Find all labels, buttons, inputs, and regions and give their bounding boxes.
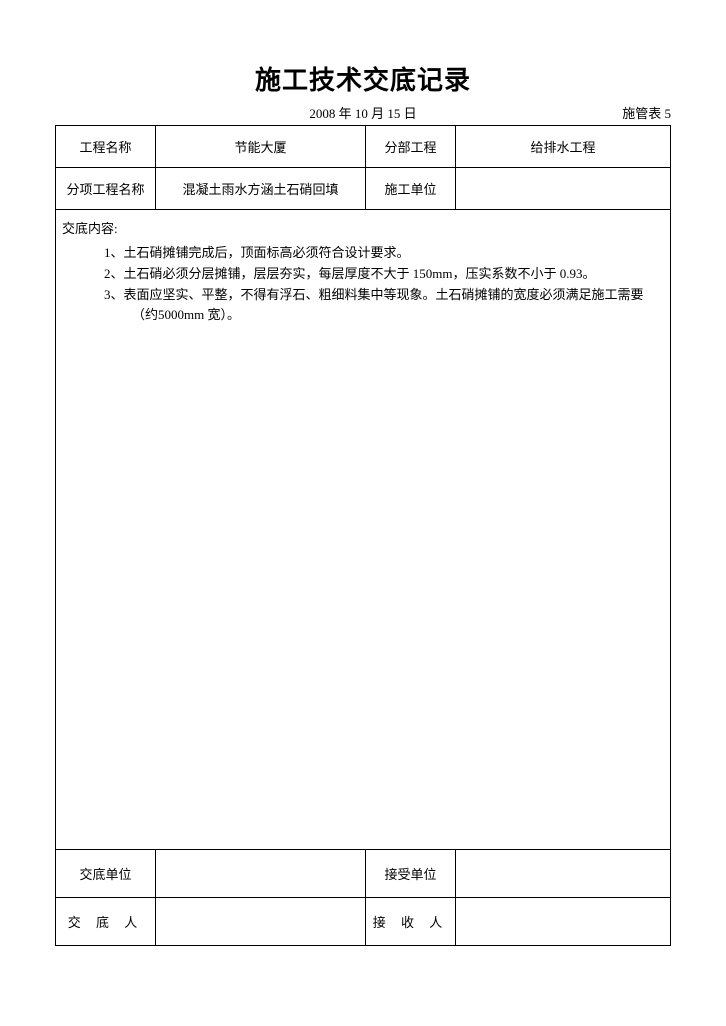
- receive-person-value: [456, 898, 671, 946]
- table-row: 交底单位 接受单位: [56, 850, 671, 898]
- deliver-person-label: 交 底 人: [56, 898, 156, 946]
- receive-unit-value: [456, 850, 671, 898]
- project-name-label: 工程名称: [56, 126, 156, 168]
- table-row: 工程名称 节能大厦 分部工程 给排水工程: [56, 126, 671, 168]
- table-row: 分项工程名称 混凝土雨水方涵土石硝回填 施工单位: [56, 168, 671, 210]
- table-row: 交 底 人 接 收 人: [56, 898, 671, 946]
- deliver-unit-label: 交底单位: [56, 850, 156, 898]
- unit-label: 施工单位: [366, 168, 456, 210]
- record-table: 工程名称 节能大厦 分部工程 给排水工程 分项工程名称 混凝土雨水方涵土石硝回填…: [55, 125, 671, 946]
- deliver-person-value: [156, 898, 366, 946]
- list-item: 2、土石硝必须分层摊铺，层层夯实，每层厚度不大于 150mm，压实系数不小于 0…: [104, 264, 652, 284]
- unit-value: [456, 168, 671, 210]
- content-cell: 交底内容: 1、土石硝摊铺完成后，顶面标高必须符合设计要求。 2、土石硝必须分层…: [56, 210, 671, 850]
- receive-unit-label: 接受单位: [366, 850, 456, 898]
- list-item: 1、土石硝摊铺完成后，顶面标高必须符合设计要求。: [104, 243, 652, 263]
- deliver-unit-value: [156, 850, 366, 898]
- section-value: 给排水工程: [456, 126, 671, 168]
- form-id: 施管表 5: [622, 103, 671, 122]
- project-name: 节能大厦: [156, 126, 366, 168]
- table-row: 交底内容: 1、土石硝摊铺完成后，顶面标高必须符合设计要求。 2、土石硝必须分层…: [56, 210, 671, 850]
- section-label: 分部工程: [366, 126, 456, 168]
- content-list: 1、土石硝摊铺完成后，顶面标高必须符合设计要求。 2、土石硝必须分层摊铺，层层夯…: [62, 243, 660, 326]
- subitem-label: 分项工程名称: [56, 168, 156, 210]
- subheader: 2008 年 10 月 15 日 施管表 5: [55, 103, 671, 121]
- document-date: 2008 年 10 月 15 日: [55, 103, 671, 122]
- receive-person-label: 接 收 人: [366, 898, 456, 946]
- document-title: 施工技术交底记录: [55, 60, 671, 97]
- content-label: 交底内容:: [62, 218, 660, 237]
- list-item: 3、表面应坚实、平整，不得有浮石、粗细料集中等现象。土石硝摊铺的宽度必须满足施工…: [104, 285, 652, 325]
- subitem-value: 混凝土雨水方涵土石硝回填: [156, 168, 366, 210]
